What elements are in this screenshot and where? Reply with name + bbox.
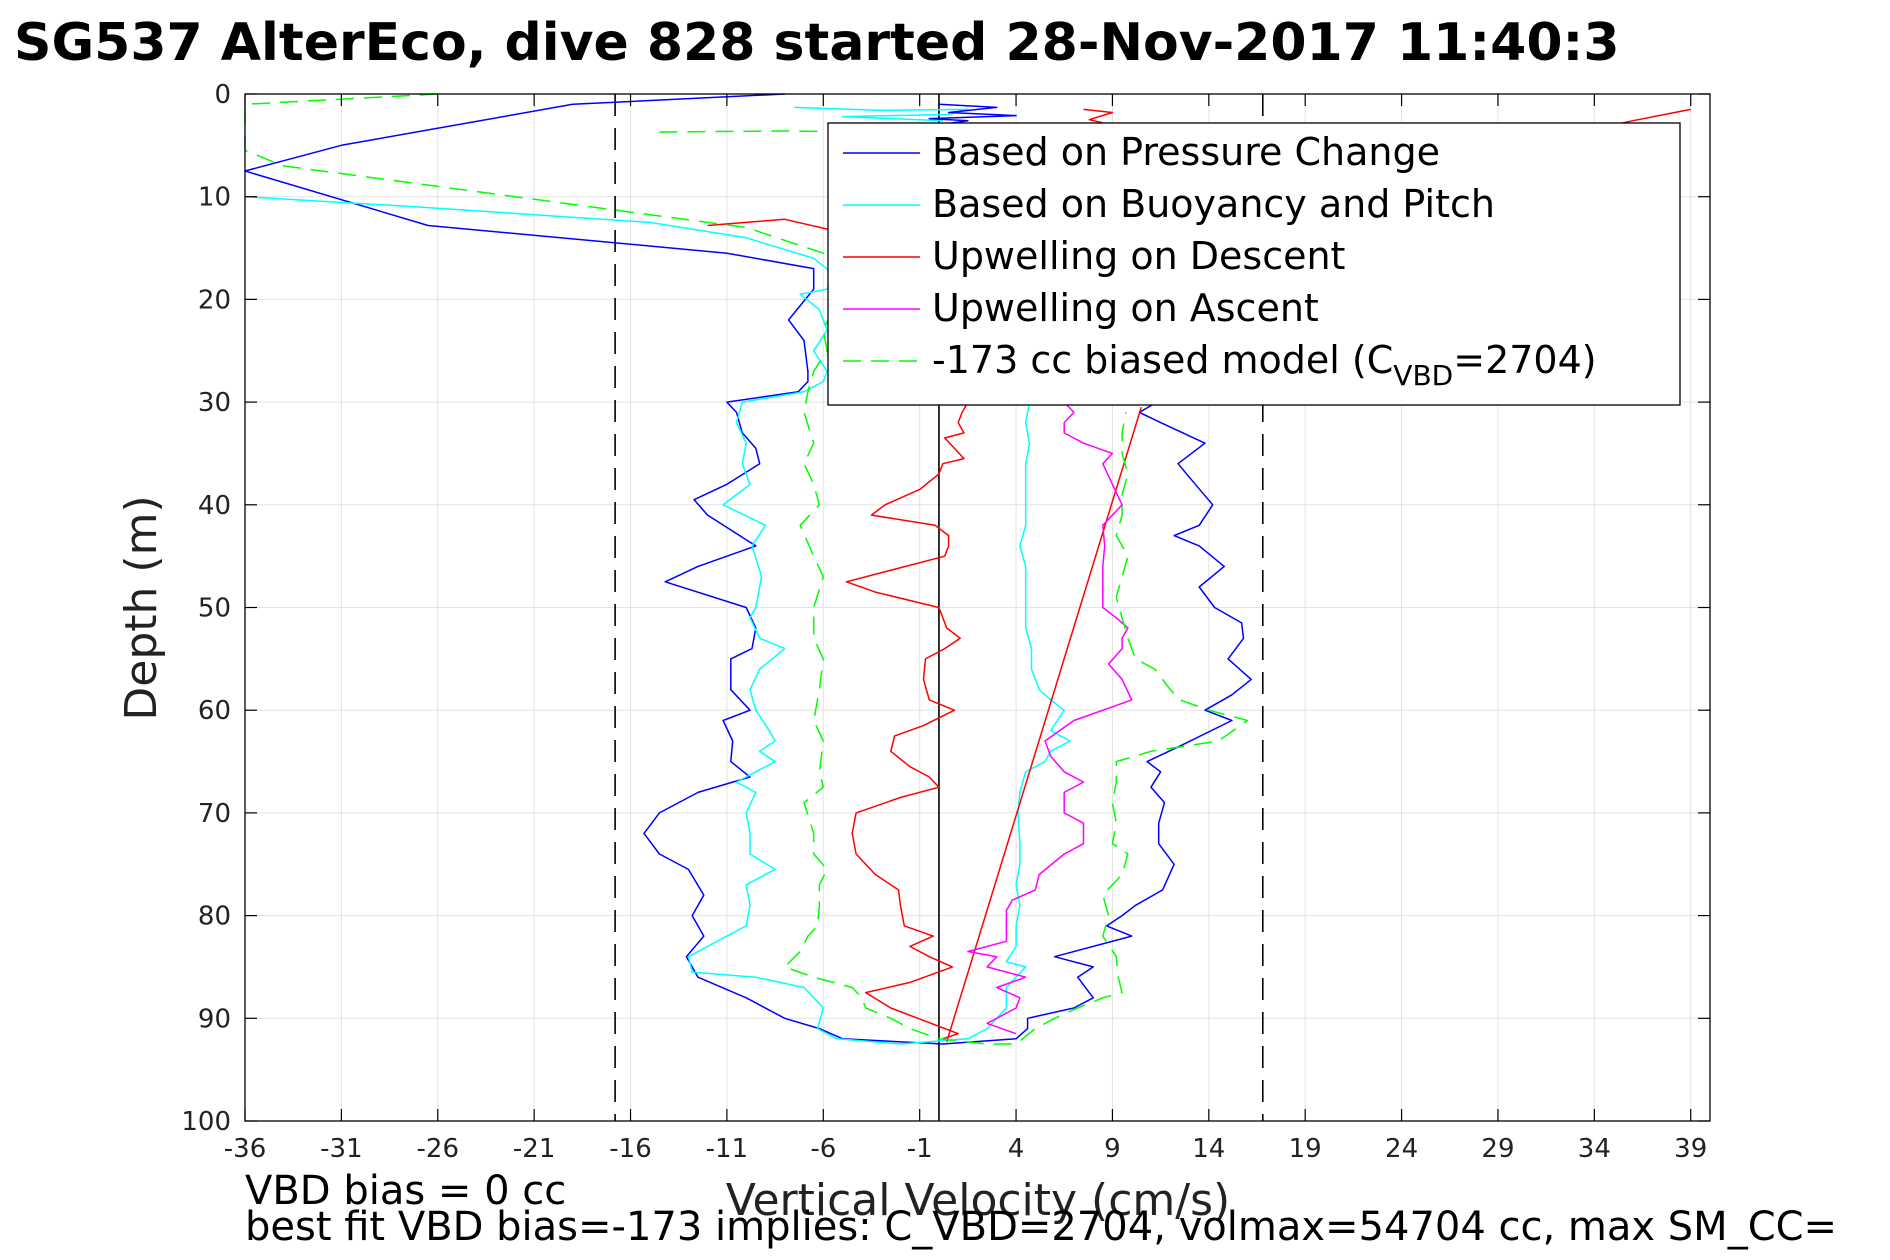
legend-label-text: Upwelling on Ascent xyxy=(932,286,1319,330)
x-tick-label: -6 xyxy=(810,1134,836,1164)
y-tick-label: 60 xyxy=(198,696,231,726)
x-tick-label: -16 xyxy=(609,1134,651,1164)
legend-label-subscript: VBD xyxy=(1393,359,1453,392)
legend-label-text: Based on Pressure Change xyxy=(932,130,1440,174)
series-line-2 xyxy=(845,396,1017,1040)
legend-label-text: Upwelling on Descent xyxy=(932,234,1345,278)
x-tick-label: -11 xyxy=(706,1134,748,1164)
x-axis-label: Vertical Velocity (cm/s) xyxy=(726,1175,1230,1226)
y-tick-label: 70 xyxy=(198,799,231,829)
chart-title: SG537 AlterEco, dive 828 started 28-Nov-… xyxy=(14,13,1620,73)
series-line-8 xyxy=(244,93,1249,1045)
x-tick-label: -21 xyxy=(513,1134,555,1164)
legend-label-text: Based on Buoyancy and Pitch xyxy=(932,182,1495,226)
footnote-vbd-bias: VBD bias = 0 cc xyxy=(245,1168,566,1214)
x-tick-label: 14 xyxy=(1192,1134,1225,1164)
x-tick-label: -26 xyxy=(417,1134,459,1164)
series-line-1 xyxy=(244,195,1071,1045)
legend-label: Based on Pressure Change xyxy=(932,130,1440,174)
y-tick-label: 90 xyxy=(198,1004,231,1034)
y-tick-label: 30 xyxy=(198,388,231,418)
series-line-5 xyxy=(1083,108,1114,124)
x-tick-label: -1 xyxy=(907,1134,933,1164)
legend-label: -173 cc biased model (CVBD=2704) xyxy=(932,338,1597,392)
y-tick-label: 10 xyxy=(198,183,231,213)
series-line-11 xyxy=(928,103,1017,126)
series-line-0 xyxy=(244,93,1252,1045)
x-tick-label: -36 xyxy=(224,1134,266,1164)
legend-label-text: -173 cc biased model (C xyxy=(932,338,1393,382)
legend-items: Based on Pressure Change Based on Buoyanc… xyxy=(843,130,1597,392)
legend: Based on Pressure Change Based on Buoyanc… xyxy=(827,122,1681,406)
x-tick-label: 4 xyxy=(1008,1134,1025,1164)
y-tick-labels: 0 10 20 30 40 50 60 70 80 90 100 xyxy=(181,80,231,1137)
y-tick-label: 0 xyxy=(214,80,231,110)
legend-label-suffix: =2704) xyxy=(1453,338,1596,382)
series-line-7 xyxy=(967,401,1133,1035)
x-tick-label: 19 xyxy=(1289,1134,1322,1164)
x-tick-label: 39 xyxy=(1674,1134,1707,1164)
legend-label: Upwelling on Descent xyxy=(932,234,1345,278)
footnote-best-fit: best fit VBD bias=-173 implies: C_VBD=27… xyxy=(245,1204,1837,1250)
x-tick-label: 29 xyxy=(1481,1134,1514,1164)
legend-label: Upwelling on Ascent xyxy=(932,286,1319,330)
x-tick-label: 24 xyxy=(1385,1134,1418,1164)
legend-label: Based on Buoyancy and Pitch xyxy=(932,182,1495,226)
y-tick-label: 50 xyxy=(198,594,231,624)
x-tick-label: 9 xyxy=(1104,1134,1121,1164)
y-tick-label: 40 xyxy=(198,491,231,521)
y-tick-label: 20 xyxy=(198,285,231,315)
y-tick-label: 100 xyxy=(181,1107,231,1137)
x-tick-label: -31 xyxy=(320,1134,362,1164)
x-tick-labels: -36 -31 -26 -21 -16 -11 -6 -1 4 9 14 19 24 29 34 39 xyxy=(224,1134,1708,1164)
legend-box xyxy=(827,122,1681,406)
ticks xyxy=(244,93,1710,1122)
y-tick-label: 80 xyxy=(198,902,231,932)
y-axis-label: Depth (m) xyxy=(116,495,167,720)
series-line-3 xyxy=(945,406,1143,1043)
x-tick-label: 34 xyxy=(1578,1134,1611,1164)
